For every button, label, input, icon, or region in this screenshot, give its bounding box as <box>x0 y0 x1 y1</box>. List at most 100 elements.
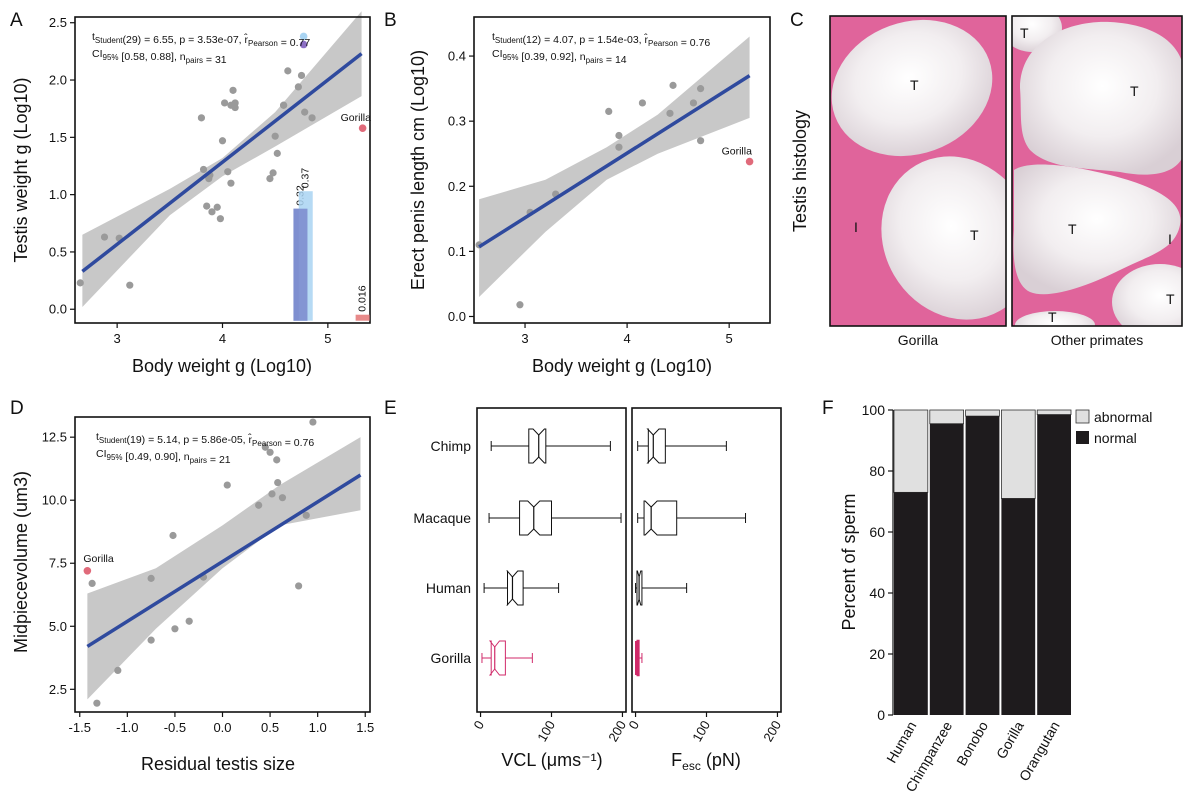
y-tick-label: 0.5 <box>49 244 67 259</box>
bar-normal <box>894 492 928 715</box>
y-tick-label: 2.0 <box>49 73 67 88</box>
stats-text: (29) = 6.55, p = 3.53e-07, <box>123 34 245 46</box>
data-point <box>516 301 524 309</box>
data-point <box>100 233 109 241</box>
gorilla-point <box>358 124 367 132</box>
stats-text: CI <box>96 448 107 460</box>
data-point <box>203 202 211 210</box>
data-point <box>274 478 282 487</box>
seminiferous-tubule <box>881 156 1006 320</box>
x-tick-label: 5 <box>324 331 331 346</box>
stats-line-2: CI95% [0.49, 0.90], npairs = 21 <box>96 448 231 466</box>
stats-text: t <box>492 31 495 43</box>
histology-primates-frame <box>1011 15 1183 327</box>
data-point <box>666 109 674 117</box>
seminiferous-tubule <box>1112 264 1182 326</box>
legend-swatch-abnormal <box>1075 409 1090 424</box>
highlight-point <box>299 32 308 41</box>
seminiferous-tubule <box>1015 311 1095 326</box>
histology-caption-primates: Other primates <box>1051 332 1144 348</box>
data-point <box>199 165 208 174</box>
y-tick-label: 1.0 <box>49 187 67 202</box>
stats-text: r̂ <box>644 32 649 46</box>
seminiferous-tubule <box>1013 164 1181 295</box>
category-label: Human <box>426 580 471 596</box>
y-tick-label: 0 <box>877 707 885 723</box>
axis-title-part: F <box>671 750 682 770</box>
y-tick-label: 1.5 <box>49 130 67 145</box>
histology-caption-gorilla: Gorilla <box>898 332 939 348</box>
data-point <box>294 83 302 91</box>
y-axis-title: Percent of sperm <box>839 493 859 630</box>
category-label: Chimp <box>431 438 472 454</box>
x-axis-title: Body weight g (Log10) <box>132 356 312 376</box>
panel-d-scatter: Gorilla tStudent(19) = 5.14, p = 5.86e-05… <box>11 416 374 774</box>
stats-subscript: pairs <box>186 56 203 65</box>
data-point <box>213 203 221 211</box>
seminiferous-tubule <box>1020 21 1182 175</box>
stats-text: r̂ <box>244 32 249 46</box>
data-point <box>147 574 155 582</box>
stats-subscript: pairs <box>190 456 207 465</box>
y-tick-label: 100 <box>862 402 886 418</box>
stats-line-2: CI95% [0.39, 0.92], npairs = 14 <box>492 48 627 66</box>
confidence-band <box>87 437 361 700</box>
data-point <box>297 71 306 80</box>
data-point <box>221 99 229 107</box>
stats-line-1: tStudent(19) = 5.14, p = 5.86e-05, r̂Pea… <box>96 431 314 449</box>
stats-text: t <box>92 31 95 43</box>
label-tubule: T <box>1068 221 1077 237</box>
stats-subscript: 95% <box>107 453 123 462</box>
box-body <box>488 640 506 676</box>
box-body <box>646 428 666 464</box>
stats-subscript: 95% <box>103 53 119 62</box>
y-tick-label: 0.0 <box>49 302 67 317</box>
bar-normal <box>1037 414 1071 715</box>
y-tick-label: 5.0 <box>49 619 67 634</box>
category-label: Gorilla <box>431 650 472 666</box>
stats-subscript: 95% <box>503 53 519 62</box>
box-body <box>528 428 547 464</box>
label-tubule: T <box>970 227 979 243</box>
x-tick-label: -1.0 <box>116 720 138 735</box>
axis-title-part: (pN) <box>701 750 741 770</box>
data-point <box>605 107 613 116</box>
stats-text: r̂ <box>248 432 253 446</box>
gorilla-label: Gorilla <box>722 146 753 158</box>
inset-bar-label: 0.37 <box>300 168 312 189</box>
x-tick-label: 0.5 <box>261 720 279 735</box>
data-point <box>266 174 274 183</box>
label-tubule: T <box>1020 25 1029 41</box>
stats-text: [0.49, 0.90], n <box>123 451 190 463</box>
data-point <box>284 67 292 75</box>
data-point <box>696 85 705 93</box>
data-point <box>295 582 303 590</box>
data-point <box>615 131 623 140</box>
stats-subscript: Student <box>99 436 127 445</box>
histology-ylabel: Testis histology <box>790 110 810 232</box>
inset-bar <box>355 314 370 321</box>
data-point <box>669 81 677 89</box>
label-interstitium: I <box>854 219 858 235</box>
x-tick-label: 100 <box>689 718 713 744</box>
data-point <box>223 481 231 489</box>
data-point <box>169 531 177 540</box>
data-point <box>689 99 698 107</box>
label-interstitium: I <box>1168 231 1172 247</box>
x-axis-title-vcl: VCL (μms⁻¹) <box>501 750 602 770</box>
y-axis-title: Testis weight g (Log10) <box>11 77 31 262</box>
x-tick-label: 4 <box>623 331 630 346</box>
data-point <box>280 101 288 109</box>
legend-label-abnormal: abnormal <box>1094 409 1152 425</box>
confidence-band <box>479 36 750 297</box>
legend-swatch-normal <box>1076 431 1089 444</box>
y-tick-label: 60 <box>869 524 885 540</box>
data-point <box>308 114 316 122</box>
x-tick-label: 200 <box>760 718 784 744</box>
stats-text: [0.58, 0.88], n <box>119 51 186 63</box>
stats-subscript: pairs <box>586 56 603 65</box>
legend-label-normal: normal <box>1094 430 1137 446</box>
data-point <box>273 456 281 464</box>
stats-subscript: Pearson <box>252 439 282 448</box>
